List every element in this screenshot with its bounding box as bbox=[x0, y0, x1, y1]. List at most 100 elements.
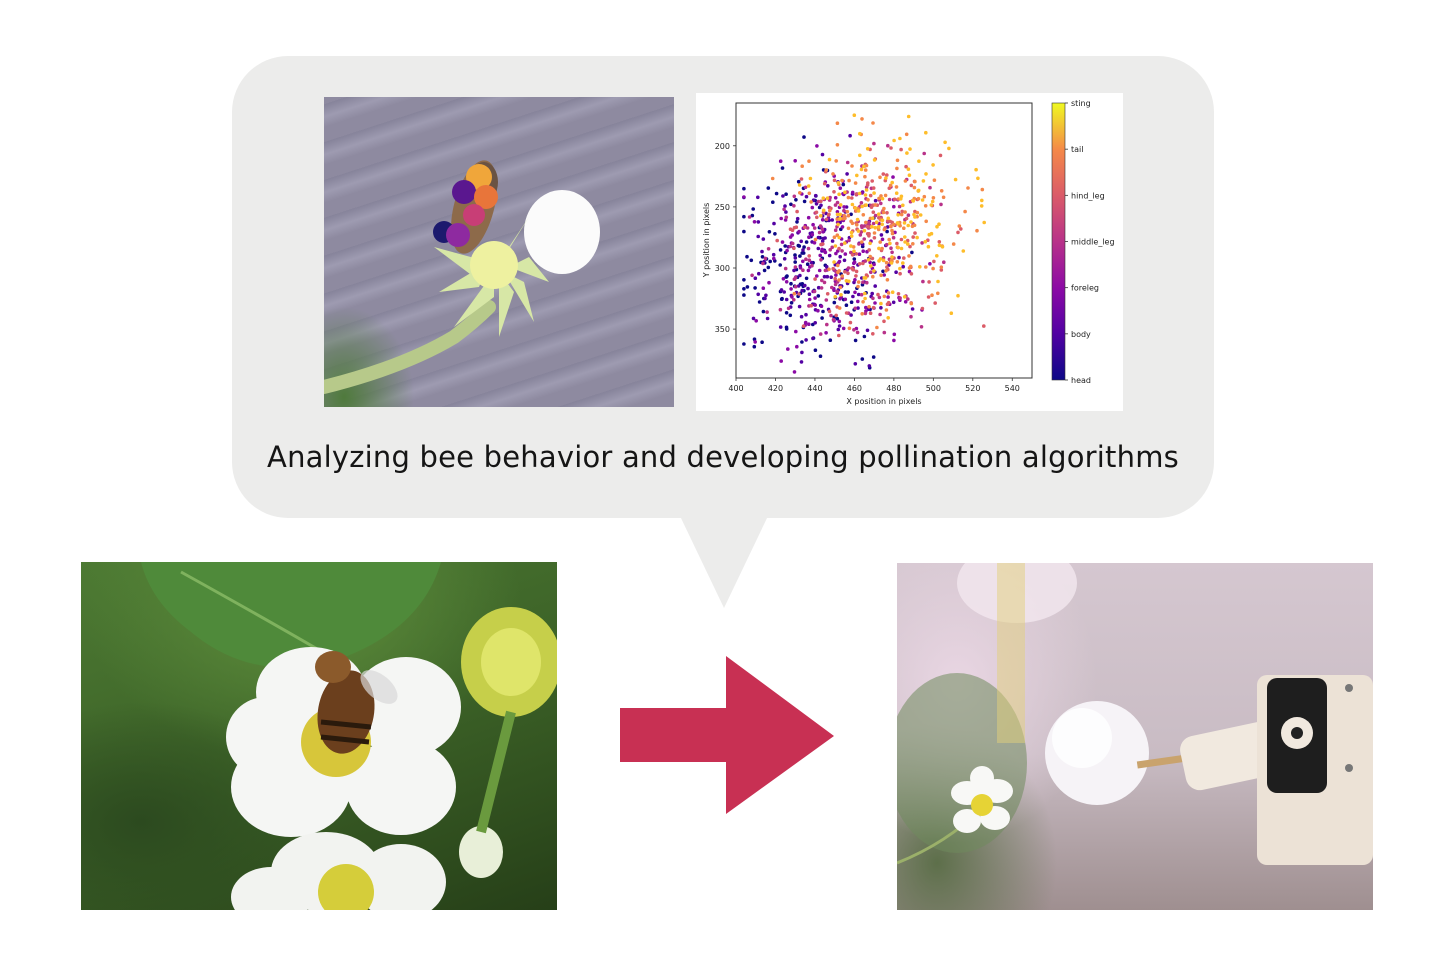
scatter-point-body bbox=[829, 275, 833, 279]
flower-petal bbox=[524, 190, 600, 274]
scatter-point-hind-leg bbox=[904, 164, 908, 169]
scatter-point-tail bbox=[876, 227, 881, 232]
scatter-point-hind-leg bbox=[926, 295, 931, 299]
scatter-point-foreleg bbox=[872, 262, 876, 267]
scatter-point-foreleg bbox=[781, 277, 786, 281]
scatter-point-middle-leg bbox=[855, 330, 860, 335]
x-tick-label: 520 bbox=[965, 384, 980, 393]
scatter-point-middle-leg bbox=[871, 296, 875, 301]
scatter-point-head bbox=[910, 250, 914, 255]
scatter-point-tail bbox=[878, 175, 882, 180]
scatter-point-middle-leg bbox=[859, 292, 864, 297]
scatter-point-tail bbox=[840, 274, 844, 278]
scatter-point-hind-leg bbox=[865, 232, 870, 236]
scatter-point-body bbox=[756, 220, 761, 224]
scatter-point-tail bbox=[837, 278, 841, 282]
scatter-point-hind-leg bbox=[850, 253, 855, 257]
scatter-point-foreleg bbox=[850, 190, 855, 195]
scatter-point-head bbox=[871, 355, 876, 359]
x-tick-label: 420 bbox=[768, 384, 783, 393]
scatter-point-body bbox=[784, 210, 788, 214]
scatter-point-body bbox=[873, 198, 878, 203]
scatter-point-tail bbox=[889, 258, 894, 263]
scatter-point-body bbox=[856, 292, 861, 297]
scatter-point-head bbox=[752, 344, 757, 349]
scatter-point-sting bbox=[923, 239, 928, 244]
scatter-point-middle-leg bbox=[863, 259, 868, 263]
y-tick-label: 200 bbox=[715, 142, 730, 151]
scatter-point-hind-leg bbox=[775, 238, 779, 243]
speech-bubble-tail bbox=[680, 516, 768, 608]
scatter-point-head bbox=[818, 354, 823, 359]
scatter-point-middle-leg bbox=[920, 241, 924, 245]
scatter-point-body bbox=[894, 270, 898, 274]
pollinator-puff-highlight bbox=[1052, 708, 1112, 768]
scatter-point-foreleg bbox=[891, 175, 895, 179]
scatter-point-middle-leg bbox=[833, 203, 838, 207]
scatter-point-hind-leg bbox=[871, 186, 876, 190]
scatter-point-foreleg bbox=[886, 295, 890, 299]
scatter-point-hind-leg bbox=[814, 210, 819, 215]
scatter-point-middle-leg bbox=[872, 141, 876, 146]
scatter-point-body bbox=[801, 248, 805, 252]
scatter-point-hind-leg bbox=[885, 173, 889, 177]
scatter-point-hind-leg bbox=[920, 306, 925, 311]
scatter-point-sting bbox=[833, 295, 837, 299]
scatter-point-sting bbox=[877, 225, 881, 229]
scatter-point-head bbox=[773, 232, 777, 236]
scatter-point-body bbox=[867, 364, 872, 368]
scatter-point-middle-leg bbox=[823, 268, 828, 273]
arrow-shape bbox=[620, 656, 834, 814]
scatter-point-foreleg bbox=[842, 205, 846, 209]
scatter-point-sting bbox=[880, 218, 885, 223]
scatter-point-body bbox=[830, 239, 835, 243]
scatter-point-tail bbox=[909, 301, 914, 306]
robot-screw bbox=[1345, 764, 1353, 772]
scatter-point-foreleg bbox=[801, 259, 805, 264]
scatter-point-hind-leg bbox=[938, 153, 943, 158]
scatter-point-body bbox=[845, 172, 849, 176]
scatter-point-tail bbox=[868, 254, 872, 259]
scatter-point-sting bbox=[980, 198, 984, 203]
scatter-point-tail bbox=[932, 178, 937, 182]
scatter-point-middle-leg bbox=[830, 245, 834, 250]
scatter-point-sting bbox=[855, 173, 859, 178]
scatter-point-body bbox=[901, 264, 905, 269]
scatter-point-foreleg bbox=[834, 273, 838, 277]
scatter-point-sting bbox=[871, 216, 875, 220]
scatter-point-middle-leg bbox=[863, 311, 868, 316]
scatter-point-body bbox=[879, 233, 884, 237]
scatter-point-middle-leg bbox=[824, 298, 829, 302]
scatter-point-tail bbox=[963, 209, 967, 214]
scatter-point-head bbox=[742, 342, 746, 346]
scatter-point-foreleg bbox=[818, 253, 822, 258]
scatter-point-tail bbox=[911, 242, 915, 246]
scatter-point-foreleg bbox=[853, 290, 857, 295]
scatter-point-hind-leg bbox=[871, 332, 875, 336]
scatter-point-body bbox=[809, 260, 814, 265]
caption: Analyzing bee behavior and developing po… bbox=[267, 440, 1179, 474]
scatter-point-body bbox=[849, 313, 853, 317]
scatter-point-sting bbox=[943, 140, 947, 145]
scatter-point-head bbox=[849, 300, 854, 304]
scatter-point-middle-leg bbox=[806, 246, 811, 251]
scatter-point-tail bbox=[951, 242, 956, 246]
scatter-point-head bbox=[784, 327, 789, 331]
scatter-point-sting bbox=[879, 301, 883, 306]
scatter-point-body bbox=[816, 285, 821, 290]
scatter-point-tail bbox=[863, 174, 867, 179]
scatter-point-hind-leg bbox=[876, 292, 880, 297]
scatter-point-foreleg bbox=[841, 326, 846, 331]
scatter-point-head bbox=[789, 202, 793, 207]
keypoint-middle-leg bbox=[463, 204, 485, 226]
bee-body bbox=[317, 670, 375, 754]
scatter-point-tail bbox=[884, 269, 888, 273]
scatter-point-middle-leg bbox=[793, 284, 798, 289]
scatter-point-hind-leg bbox=[872, 236, 877, 240]
scatter-point-tail bbox=[877, 196, 881, 201]
scatter-point-tail bbox=[892, 222, 896, 227]
scatter-point-sting bbox=[929, 203, 934, 207]
scatter-point-tail bbox=[936, 291, 940, 296]
scatter-point-foreleg bbox=[790, 295, 794, 299]
scatter-point-middle-leg bbox=[763, 256, 768, 261]
